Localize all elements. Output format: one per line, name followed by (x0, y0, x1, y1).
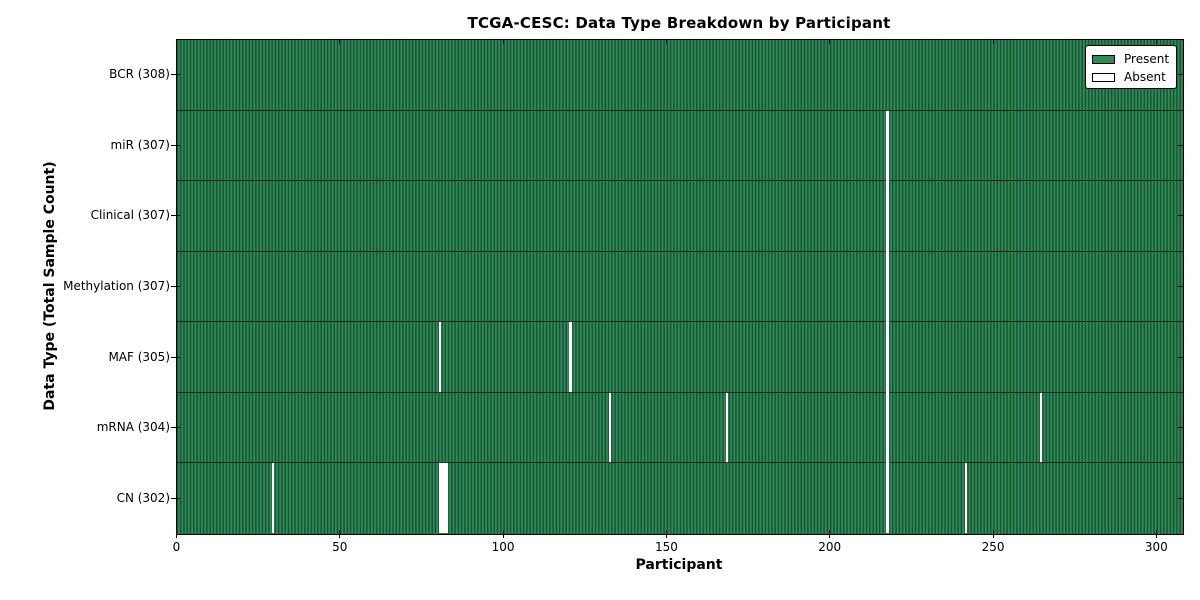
legend-label-present: Present (1124, 52, 1170, 66)
y-tick-mark (1178, 74, 1183, 76)
y-tick-mark (171, 427, 180, 429)
x-tick-label: 0 (172, 540, 181, 554)
x-tick-mark (176, 40, 177, 44)
y-tick-mark (171, 356, 180, 358)
absent-bar (886, 321, 889, 395)
legend: Present Absent (1085, 45, 1177, 89)
row-miR (177, 110, 1183, 183)
legend-swatch-present-icon (1092, 54, 1115, 64)
plot-area (176, 39, 1184, 535)
y-tick-mark (171, 144, 180, 146)
absent-bar (1039, 392, 1043, 463)
row-mRNA (177, 391, 1183, 465)
absent-bar (726, 392, 729, 463)
x-tick-label: 100 (491, 540, 515, 554)
row-Methylation (177, 250, 1183, 324)
y-tick-mark (171, 74, 180, 76)
y-tick-label: miR (307) (110, 137, 170, 152)
x-tick-mark (992, 530, 994, 538)
x-tick-mark (992, 40, 994, 44)
absent-bar (886, 179, 889, 253)
absent-bar (272, 463, 275, 533)
y-tick-label: Methylation (307) (63, 279, 170, 293)
x-tick-mark (339, 40, 341, 44)
y-tick-mark (1178, 427, 1183, 429)
y-tick-mark (171, 286, 180, 287)
x-tick-label: 150 (654, 540, 678, 554)
x-tick-mark (502, 530, 504, 538)
x-tick-mark (829, 40, 831, 44)
x-tick-mark (502, 40, 504, 44)
y-tick-mark (171, 497, 180, 499)
row-separator (177, 180, 1183, 182)
absent-bar (438, 463, 448, 533)
absent-bar (886, 462, 889, 533)
row-separator (177, 391, 1183, 393)
row-separator (177, 250, 1183, 252)
absent-bar (964, 463, 967, 533)
x-tick-mark (829, 530, 831, 538)
x-tick-mark (339, 530, 341, 538)
y-tick-label: MAF (305) (108, 349, 170, 364)
x-tick-mark (665, 530, 667, 538)
x-tick-mark (176, 530, 177, 538)
row-separator (177, 321, 1183, 323)
x-axis-title: Participant (635, 557, 723, 573)
x-tick-mark (1155, 40, 1157, 44)
row-CN (177, 462, 1183, 534)
legend-label-absent: Absent (1124, 70, 1166, 84)
y-tick-label: Clinical (307) (90, 208, 170, 223)
x-tick-label: 200 (818, 540, 842, 554)
x-tick-label: 50 (332, 540, 348, 554)
absent-bar (886, 250, 889, 324)
absent-bar (886, 391, 889, 465)
x-tick-label: 250 (981, 540, 1005, 554)
y-tick-label: mRNA (304) (96, 420, 170, 435)
chart-title: TCGA-CESC: Data Type Breakdown by Partic… (467, 14, 891, 32)
y-tick-label: CN (302) (116, 490, 170, 505)
row-separator (177, 462, 1183, 464)
absent-bar (886, 110, 889, 183)
y-tick-mark (1178, 356, 1183, 358)
y-tick-mark (1178, 144, 1183, 146)
y-tick-label: BCR (308) (109, 67, 170, 82)
y-tick-mark (1178, 215, 1183, 217)
row-Clinical (177, 179, 1183, 253)
x-tick-mark (1155, 530, 1157, 538)
legend-entry-present: Present (1092, 50, 1176, 68)
absent-bar (608, 392, 611, 463)
x-tick-label: 300 (1144, 540, 1168, 554)
absent-bar (438, 322, 442, 392)
absent-bar (569, 322, 572, 392)
row-separator (177, 109, 1183, 111)
x-tick-mark (665, 40, 667, 44)
y-tick-mark (171, 215, 180, 217)
legend-entry-absent: Absent (1092, 68, 1176, 86)
row-BCR (177, 40, 1183, 111)
y-tick-mark (1178, 286, 1183, 287)
row-MAF (177, 321, 1183, 395)
y-tick-mark (1178, 497, 1183, 499)
legend-swatch-absent-icon (1092, 72, 1115, 82)
